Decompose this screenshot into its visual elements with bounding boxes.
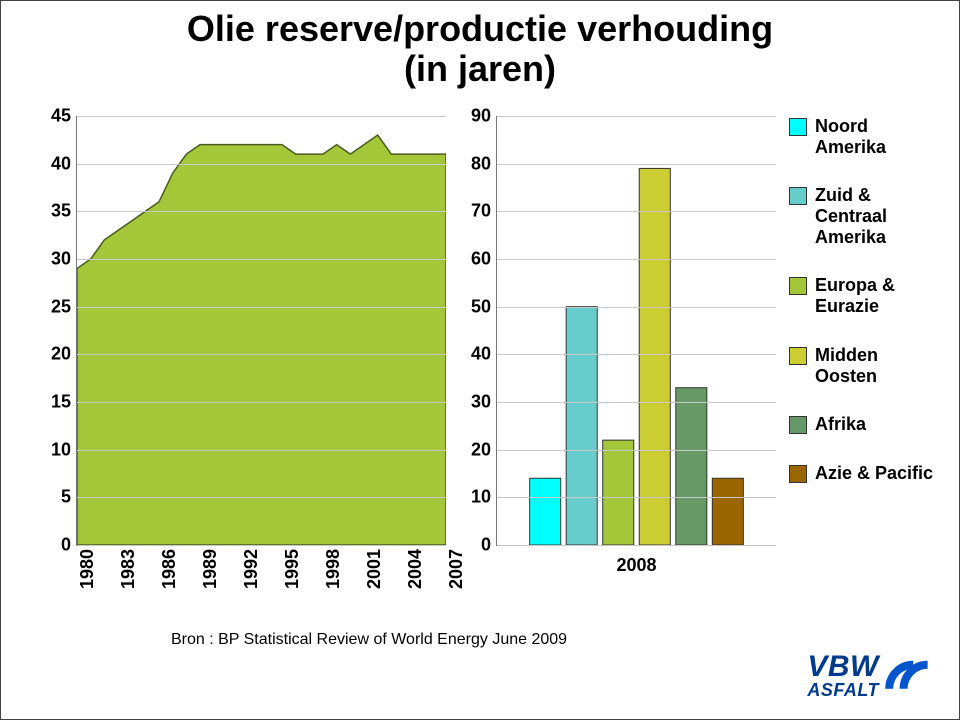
y-tick: 15 — [51, 391, 71, 412]
x-tick: 1998 — [323, 549, 344, 589]
legend-item: Zuid & Centraal Amerika — [789, 185, 939, 247]
legend-label: Europa & Eurazie — [815, 275, 939, 316]
area-plot-box: 0510152025303540451980198319861989199219… — [76, 116, 446, 546]
legend-item: Midden Oosten — [789, 345, 939, 386]
y-tick: 20 — [51, 344, 71, 365]
x-tick: 1986 — [159, 549, 180, 589]
y-tick: 20 — [471, 439, 491, 460]
y-tick: 70 — [471, 201, 491, 222]
x-tick: 1995 — [282, 549, 303, 589]
logo-text-bottom: ASFALT — [807, 680, 879, 701]
legend-label: Midden Oosten — [815, 345, 939, 386]
legend-label: Afrika — [815, 414, 866, 435]
legend-swatch — [789, 465, 807, 483]
legend-swatch — [789, 347, 807, 365]
x-tick: 2001 — [364, 549, 385, 589]
legend-swatch — [789, 416, 807, 434]
y-tick: 30 — [51, 248, 71, 269]
title-line-2: (in jaren) — [404, 48, 556, 89]
legend-item: Afrika — [789, 414, 939, 435]
logo-text-top: VBW — [807, 650, 879, 684]
y-tick: 50 — [471, 296, 491, 317]
x-tick: 1992 — [241, 549, 262, 589]
slide: Olie reserve/productie verhouding (in ja… — [0, 0, 960, 720]
charts-row: 0510152025303540451980198319861989199219… — [31, 116, 779, 596]
logo: VBW ASFALT — [807, 650, 937, 701]
y-tick: 25 — [51, 296, 71, 317]
bar-svg — [497, 116, 776, 545]
y-tick: 60 — [471, 248, 491, 269]
y-tick: 0 — [481, 535, 491, 556]
legend-swatch — [789, 118, 807, 136]
bar-x-label: 2008 — [497, 555, 776, 576]
legend-item: Noord Amerika — [789, 116, 939, 157]
area-svg — [77, 116, 446, 545]
x-tick: 1980 — [77, 549, 98, 589]
legend-label: Noord Amerika — [815, 116, 939, 157]
y-tick: 10 — [51, 439, 71, 460]
y-tick: 5 — [61, 487, 71, 508]
bar-plot-box: 01020304050607080902008 — [496, 116, 776, 546]
legend-item: Azie & Pacific — [789, 463, 939, 484]
slide-title: Olie reserve/productie verhouding (in ja… — [1, 1, 959, 88]
legend: Noord Amerika Zuid & Centraal Amerika Euro… — [789, 116, 939, 512]
y-tick: 35 — [51, 201, 71, 222]
y-tick: 40 — [471, 344, 491, 365]
area-chart: 0510152025303540451980198319861989199219… — [31, 116, 451, 596]
x-tick: 1989 — [200, 549, 221, 589]
x-tick: 2004 — [405, 549, 426, 589]
legend-item: Europa & Eurazie — [789, 275, 939, 316]
bar-chart: 01020304050607080902008 — [451, 116, 781, 596]
legend-swatch — [789, 277, 807, 295]
y-tick: 30 — [471, 391, 491, 412]
y-tick: 90 — [471, 106, 491, 127]
title-line-1: Olie reserve/productie verhouding — [187, 8, 773, 49]
x-tick: 1983 — [118, 549, 139, 589]
legend-swatch — [789, 187, 807, 205]
legend-label: Azie & Pacific — [815, 463, 933, 484]
legend-label: Zuid & Centraal Amerika — [815, 185, 939, 247]
y-tick: 40 — [51, 153, 71, 174]
y-tick: 80 — [471, 153, 491, 174]
arcs-icon — [883, 660, 937, 692]
source-caption: Bron : BP Statistical Review of World En… — [171, 631, 567, 649]
y-tick: 0 — [61, 535, 71, 556]
y-tick: 10 — [471, 487, 491, 508]
y-tick: 45 — [51, 106, 71, 127]
